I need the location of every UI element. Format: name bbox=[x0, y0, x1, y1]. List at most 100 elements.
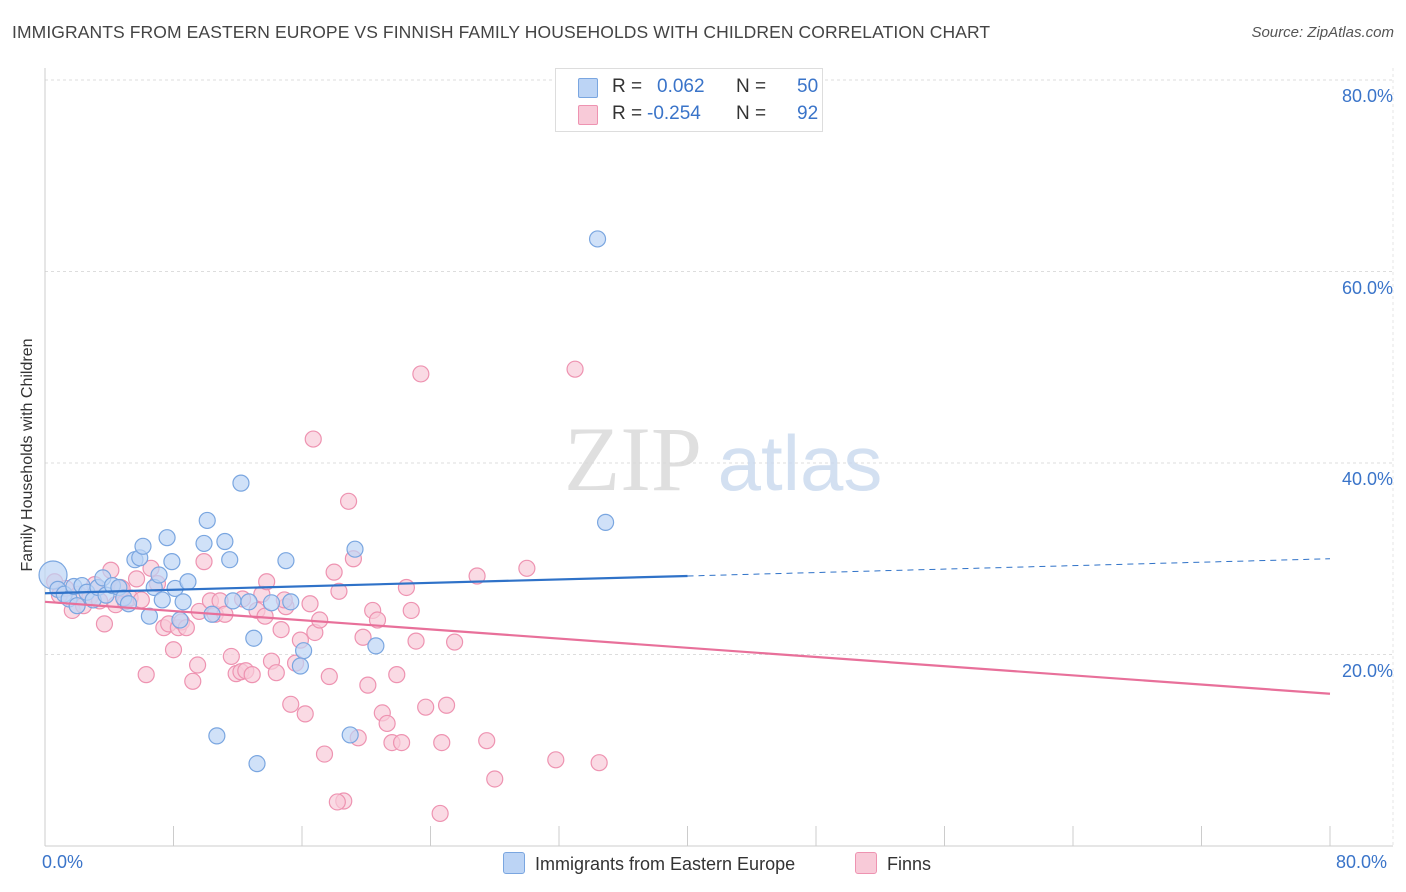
point-finns bbox=[392, 733, 411, 752]
legend-label: Immigrants from Eastern Europe bbox=[535, 854, 796, 874]
legend-n-value: 92 bbox=[797, 103, 819, 124]
point-eastern-europe bbox=[198, 511, 216, 530]
point-eastern-europe bbox=[224, 592, 242, 610]
point-eastern-europe bbox=[150, 566, 168, 584]
point-eastern-europe bbox=[158, 529, 176, 547]
gridlines bbox=[44, 68, 1394, 847]
source-label: Source: ZipAtlas.com bbox=[1251, 24, 1394, 41]
point-finns bbox=[328, 793, 346, 811]
point-eastern-europe bbox=[240, 593, 258, 611]
point-eastern-europe bbox=[171, 611, 189, 629]
chart-title: IMMIGRANTS FROM EASTERN EUROPE VS FINNIS… bbox=[12, 22, 991, 42]
point-finns bbox=[195, 553, 213, 571]
point-eastern-europe bbox=[367, 637, 385, 655]
point-eastern-europe bbox=[134, 537, 152, 555]
legend-r-label: R = bbox=[612, 76, 643, 97]
point-eastern-europe bbox=[346, 540, 364, 558]
point-finns bbox=[486, 770, 504, 788]
trend-line-finns bbox=[44, 600, 1331, 695]
point-eastern-europe bbox=[588, 230, 607, 248]
pink-swatch bbox=[578, 105, 598, 125]
point-finns bbox=[388, 666, 406, 684]
point-finns bbox=[518, 559, 536, 577]
point-finns bbox=[566, 360, 584, 378]
legend-n-label: N = bbox=[736, 76, 767, 97]
point-finns bbox=[137, 666, 155, 684]
legend-item-eastern-europe[interactable]: Immigrants from Eastern Europe bbox=[503, 852, 795, 875]
pink-swatch bbox=[855, 852, 877, 874]
point-finns bbox=[296, 705, 314, 723]
point-eastern-europe bbox=[179, 573, 197, 591]
data-points bbox=[38, 230, 615, 823]
legend-r-value: 0.062 bbox=[657, 76, 705, 97]
point-finns bbox=[95, 615, 114, 633]
point-eastern-europe bbox=[232, 474, 250, 492]
point-eastern-europe bbox=[277, 552, 295, 570]
trend-lines bbox=[44, 558, 1331, 695]
legend-label: Finns bbox=[887, 854, 932, 874]
point-finns bbox=[184, 672, 202, 690]
point-eastern-europe bbox=[282, 593, 300, 611]
y-tick-60: 60.0% bbox=[1341, 278, 1393, 298]
point-finns bbox=[164, 641, 183, 659]
point-finns bbox=[402, 601, 420, 620]
point-finns bbox=[330, 582, 348, 600]
point-finns bbox=[590, 754, 608, 772]
point-finns bbox=[547, 751, 565, 769]
legend-item-finns[interactable]: Finns bbox=[855, 852, 931, 875]
point-finns bbox=[433, 733, 451, 752]
blue-swatch bbox=[578, 78, 598, 98]
point-finns bbox=[301, 595, 319, 613]
point-finns bbox=[368, 611, 387, 629]
point-eastern-europe bbox=[174, 593, 192, 611]
y-tick-20: 20.0% bbox=[1341, 661, 1393, 681]
point-finns bbox=[412, 365, 430, 383]
y-tick-40: 40.0% bbox=[1341, 469, 1393, 489]
point-eastern-europe bbox=[248, 755, 266, 773]
point-eastern-europe bbox=[295, 642, 313, 660]
point-eastern-europe bbox=[68, 597, 86, 615]
legend-n-label: N = bbox=[736, 103, 767, 124]
point-eastern-europe bbox=[245, 629, 263, 647]
point-eastern-europe bbox=[208, 727, 226, 745]
trend-line-eastern-europe-extrapolated bbox=[687, 558, 1331, 577]
watermark-atlas: atlas bbox=[718, 419, 883, 507]
point-finns bbox=[127, 570, 146, 588]
y-tick-80: 80.0% bbox=[1341, 86, 1393, 106]
point-eastern-europe bbox=[341, 726, 359, 744]
point-eastern-europe bbox=[291, 657, 309, 675]
point-finns bbox=[445, 633, 464, 651]
blue-swatch bbox=[503, 852, 525, 874]
point-finns bbox=[359, 676, 377, 694]
point-eastern-europe bbox=[153, 591, 171, 609]
x-axis bbox=[44, 826, 1331, 846]
point-eastern-europe bbox=[262, 594, 281, 612]
watermark-zip: ZIP bbox=[564, 408, 702, 510]
point-finns bbox=[354, 628, 372, 646]
point-eastern-europe bbox=[163, 553, 181, 571]
point-finns bbox=[325, 563, 343, 581]
x-tick-max: 80.0% bbox=[1336, 852, 1388, 872]
point-finns bbox=[417, 698, 435, 716]
point-finns bbox=[468, 567, 486, 585]
point-finns bbox=[478, 732, 496, 750]
point-finns bbox=[320, 667, 338, 686]
legend-r-value: -0.254 bbox=[647, 103, 701, 124]
point-eastern-europe bbox=[216, 532, 234, 551]
point-finns bbox=[304, 430, 322, 448]
point-finns bbox=[339, 492, 358, 510]
legend-r-label: R = bbox=[612, 103, 643, 124]
correlation-legend: R = 0.062 N = 50 R = -0.254 N = 92 bbox=[555, 68, 823, 132]
point-finns bbox=[267, 664, 285, 682]
x-tick-min: 0.0% bbox=[42, 852, 84, 872]
point-finns bbox=[437, 696, 456, 714]
point-finns bbox=[258, 573, 276, 591]
point-finns bbox=[243, 666, 261, 684]
point-finns bbox=[397, 578, 416, 597]
point-finns bbox=[315, 745, 334, 763]
point-finns bbox=[282, 695, 300, 713]
point-finns bbox=[272, 621, 290, 639]
point-eastern-europe bbox=[596, 513, 615, 531]
trend-line-eastern-europe bbox=[44, 574, 688, 595]
